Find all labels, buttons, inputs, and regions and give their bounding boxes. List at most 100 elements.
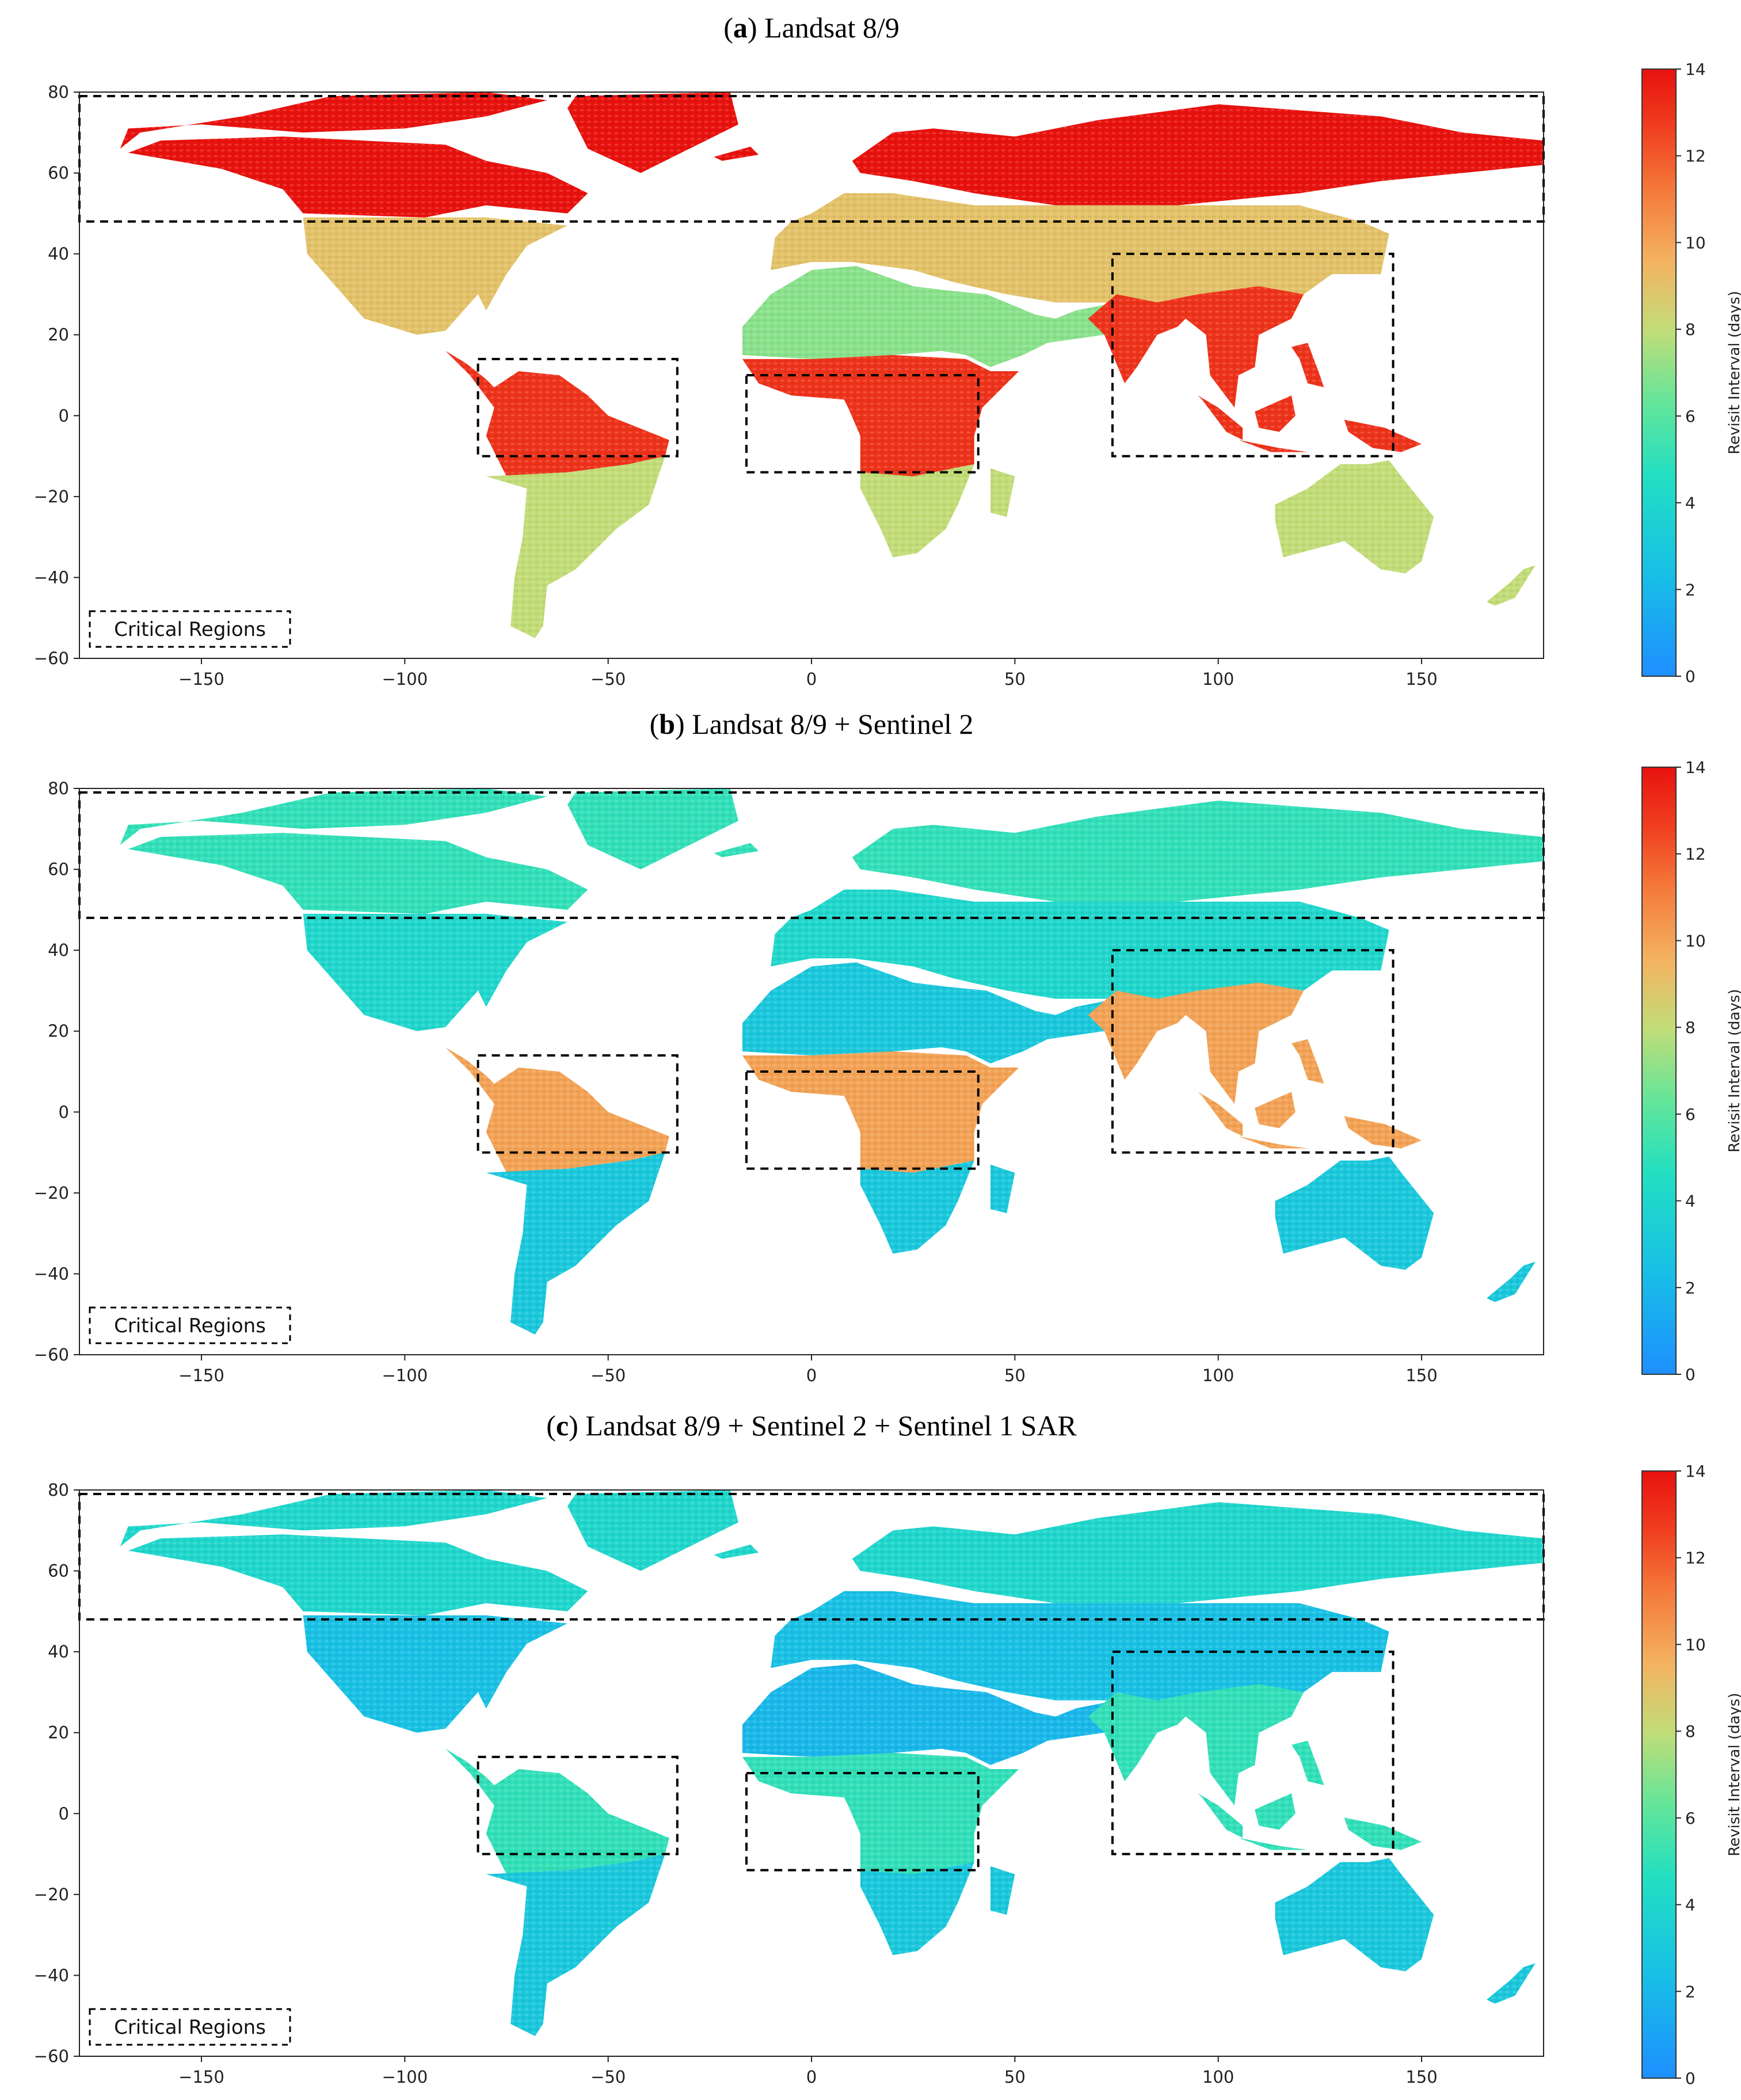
land-texture bbox=[742, 355, 1019, 477]
land-texture bbox=[128, 833, 588, 914]
colorbar-tick-label: 14 bbox=[1685, 1462, 1706, 1481]
land-texture bbox=[1275, 1858, 1434, 1972]
colorbar-tick-label: 4 bbox=[1685, 494, 1696, 513]
legend-box bbox=[89, 610, 291, 648]
colorbar-tick-label: 10 bbox=[1685, 233, 1706, 252]
x-tick-label: −50 bbox=[591, 2067, 626, 2087]
legend-box bbox=[89, 1306, 291, 1344]
land-texture bbox=[128, 1534, 588, 1615]
land-texture bbox=[714, 146, 759, 161]
land-texture bbox=[1291, 1039, 1324, 1084]
x-tick-label: 100 bbox=[1202, 669, 1234, 689]
land-texture bbox=[1198, 395, 1243, 440]
land-texture bbox=[1198, 1793, 1243, 1838]
land-texture bbox=[860, 1862, 974, 1956]
legend-label: Critical Regions bbox=[114, 618, 266, 641]
land-texture bbox=[1275, 1156, 1434, 1270]
land-texture bbox=[120, 1490, 547, 1547]
legend-box bbox=[89, 2008, 291, 2046]
critical-region-box bbox=[1111, 1651, 1395, 1855]
x-tick-label: 0 bbox=[806, 1366, 817, 1385]
land-texture bbox=[714, 1544, 759, 1559]
colorbar-tick-label: 2 bbox=[1685, 1982, 1696, 2001]
panel-title: (b) Landsat 8/9 + Sentinel 2 bbox=[650, 708, 974, 740]
land-texture bbox=[1291, 342, 1324, 388]
land-texture bbox=[742, 962, 1117, 1064]
x-tick-label: 100 bbox=[1202, 1366, 1234, 1385]
colorbar-tick-label: 0 bbox=[1685, 1365, 1696, 1384]
y-tick-label: −60 bbox=[34, 2046, 69, 2066]
land-texture bbox=[852, 801, 1544, 902]
land-texture bbox=[742, 266, 1117, 367]
land-texture bbox=[1487, 565, 1536, 606]
land-texture bbox=[1291, 1740, 1324, 1786]
colorbar-label: Revisit Interval (days) bbox=[1726, 1693, 1741, 1856]
colorbar-label: Revisit Interval (days) bbox=[1726, 989, 1741, 1152]
colorbar-tick-label: 2 bbox=[1685, 1278, 1696, 1297]
legend-label: Critical Regions bbox=[114, 1314, 266, 1337]
land-texture bbox=[1255, 395, 1296, 432]
x-tick-label: 0 bbox=[806, 2067, 817, 2087]
colorbar-label: Revisit Interval (days) bbox=[1726, 291, 1741, 454]
land-texture bbox=[1239, 440, 1308, 452]
y-tick-label: −20 bbox=[34, 1885, 69, 1904]
land-texture bbox=[1487, 1963, 1536, 2004]
y-tick-label: −40 bbox=[34, 1965, 69, 1985]
land-texture bbox=[1088, 982, 1304, 1104]
land-texture bbox=[445, 350, 669, 477]
x-tick-label: 100 bbox=[1202, 2067, 1234, 2087]
y-tick-label: 20 bbox=[48, 325, 69, 345]
land-texture bbox=[120, 92, 547, 149]
land-texture bbox=[567, 788, 738, 870]
colorbar-tick-label: 10 bbox=[1685, 1635, 1706, 1654]
colorbar-tick-label: 4 bbox=[1685, 1192, 1696, 1211]
x-tick-label: −150 bbox=[178, 2067, 224, 2087]
colorbar-tick-label: 10 bbox=[1685, 931, 1706, 950]
panel-title: (c) Landsat 8/9 + Sentinel 2 + Sentinel … bbox=[546, 1409, 1077, 1442]
land-texture bbox=[303, 913, 567, 1031]
panel-c: (c) Landsat 8/9 + Sentinel 2 + Sentinel … bbox=[34, 1409, 1741, 2088]
y-tick-label: 40 bbox=[48, 1642, 69, 1661]
x-tick-label: 0 bbox=[806, 669, 817, 689]
land-texture bbox=[990, 1164, 1015, 1213]
colorbar-tick-label: 2 bbox=[1685, 580, 1696, 599]
x-tick-label: −100 bbox=[382, 2067, 428, 2087]
y-tick-label: 60 bbox=[48, 1561, 69, 1581]
x-tick-label: −50 bbox=[591, 669, 626, 689]
x-tick-label: −150 bbox=[178, 1366, 224, 1385]
land-texture bbox=[1255, 1793, 1296, 1830]
land-texture bbox=[742, 1051, 1019, 1173]
land-texture bbox=[852, 104, 1544, 205]
land-texture bbox=[990, 468, 1015, 517]
y-tick-label: 80 bbox=[48, 82, 69, 102]
colorbar-tick-label: 12 bbox=[1685, 1549, 1706, 1568]
y-tick-label: 20 bbox=[48, 1022, 69, 1041]
colorbar-tick-label: 6 bbox=[1685, 1809, 1696, 1828]
x-tick-label: 50 bbox=[1004, 2067, 1026, 2087]
land-texture bbox=[1239, 1136, 1308, 1149]
land-texture bbox=[1088, 286, 1304, 408]
x-tick-label: −150 bbox=[178, 669, 224, 689]
land-texture bbox=[742, 1752, 1019, 1874]
land-texture bbox=[486, 1152, 665, 1335]
y-tick-label: −60 bbox=[34, 1345, 69, 1365]
land-texture bbox=[445, 1748, 669, 1874]
y-tick-label: 60 bbox=[48, 860, 69, 879]
colorbar-tick-label: 8 bbox=[1685, 1722, 1696, 1741]
colorbar-tick-label: 14 bbox=[1685, 758, 1706, 777]
land-texture bbox=[120, 788, 547, 845]
land-texture bbox=[1239, 1838, 1308, 1850]
colorbar bbox=[1641, 767, 1677, 1375]
land-texture bbox=[852, 1502, 1544, 1603]
land-layer bbox=[120, 788, 1544, 1335]
colorbar-tick-label: 4 bbox=[1685, 1896, 1696, 1915]
land-texture bbox=[1344, 420, 1422, 452]
panel-b: (b) Landsat 8/9 + Sentinel 2 −150 −100 −50 0… bbox=[34, 708, 1741, 1385]
land-texture bbox=[303, 217, 567, 335]
y-tick-label: 0 bbox=[59, 1804, 69, 1823]
y-tick-label: 40 bbox=[48, 940, 69, 960]
land-texture bbox=[742, 1664, 1117, 1765]
colorbar bbox=[1641, 68, 1677, 677]
land-texture bbox=[1088, 1684, 1304, 1806]
y-tick-label: 0 bbox=[59, 406, 69, 425]
